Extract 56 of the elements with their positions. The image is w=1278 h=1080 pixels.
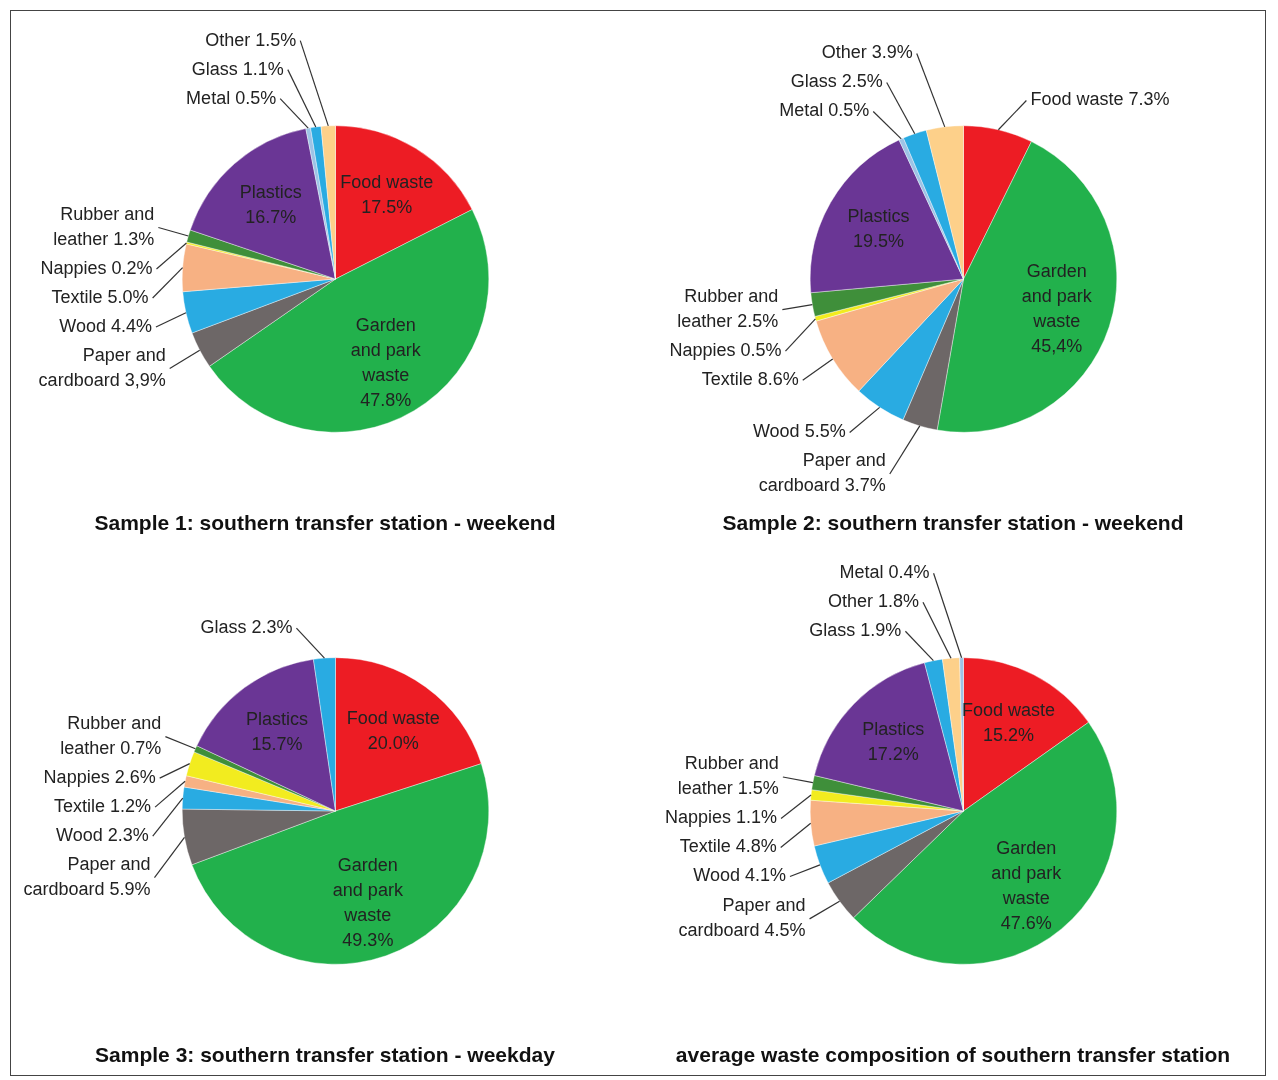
- text: Sample 1: southern transfer station - weekend: [93, 511, 557, 535]
- slice-label: Nappies 2.6%: [43, 767, 156, 788]
- text: Sample 3: southern transfer station - weekday: [94, 1043, 556, 1067]
- slice-label: Metal 0.5%: [186, 87, 277, 108]
- slice-label: Garden and park waste: [332, 855, 404, 926]
- data-label: 16.7%: [245, 206, 297, 227]
- slice-label: Food waste: [346, 708, 440, 729]
- slice-label: Paper and cardboard 3,9%: [38, 345, 166, 390]
- slice-label: Wood 5.5%: [752, 421, 846, 442]
- slice-label: Garden and park waste: [1021, 260, 1093, 331]
- slice-label: Glass 1.1%: [191, 58, 284, 79]
- slice-label: Other 1.8%: [827, 591, 919, 612]
- slice-label: Nappies 0.5%: [669, 340, 782, 361]
- text: average waste composition of southern transfer station: [674, 1043, 1232, 1067]
- text: Sample 2: southern transfer station - weekend: [721, 511, 1185, 535]
- slice-label: Rubber and leather 1.5%: [677, 753, 779, 799]
- slice-label: Garden and park waste: [350, 314, 422, 385]
- data-label: 49.3%: [342, 930, 394, 951]
- slice-label: Glass 2.3%: [200, 617, 293, 638]
- slice-label: Plastics: [862, 718, 925, 739]
- data-label: 45,4%: [1031, 335, 1083, 356]
- slice-label: Rubber and leather 2.5%: [677, 286, 779, 332]
- slice-label: Textile 1.2%: [54, 796, 152, 817]
- slice-label: Paper and cardboard 3.7%: [758, 450, 886, 496]
- slice-label: Textile 5.0%: [51, 287, 149, 307]
- slice-label: Nappies 1.1%: [664, 807, 778, 828]
- slice-label: Metal 0.4%: [839, 562, 930, 583]
- data-label: 15.2%: [983, 725, 1035, 746]
- slice-label: Wood 4.4%: [59, 316, 152, 336]
- slice-label: Wood 2.3%: [56, 825, 149, 846]
- data-label: 19.5%: [853, 231, 905, 252]
- slice-label: Food waste 7.3%: [1030, 89, 1170, 110]
- slice-label: Other 3.9%: [821, 42, 913, 63]
- slice-label: Textile 8.6%: [701, 369, 799, 390]
- slice-label: Rubber and leather 0.7%: [60, 713, 162, 759]
- slice-label: Nappies 0.2%: [40, 258, 153, 278]
- slice-label: Glass 2.5%: [790, 71, 883, 92]
- slice-label: Metal 0.5%: [779, 100, 870, 121]
- data-label: 17.5%: [361, 196, 413, 217]
- slice-label: Rubber and leather 1.3%: [53, 204, 155, 249]
- slice-label: Garden and park waste: [991, 837, 1063, 908]
- data-label: 47.8%: [360, 389, 412, 410]
- data-label: 15.7%: [251, 733, 303, 754]
- slice-label: Food waste: [340, 171, 434, 192]
- slice-label: Paper and cardboard 4.5%: [678, 895, 806, 941]
- slice-label: Plastics: [847, 206, 910, 227]
- slice-label: Other 1.5%: [205, 29, 297, 50]
- slice-label: Glass 1.9%: [809, 620, 902, 641]
- slice-label: Paper and cardboard 5.9%: [23, 854, 151, 900]
- slice-label: Plastics: [246, 708, 309, 729]
- data-label: 47.6%: [1000, 912, 1052, 933]
- slice-label: Wood 4.1%: [693, 865, 786, 886]
- data-label: 20.0%: [367, 733, 419, 754]
- slice-label: Textile 4.8%: [679, 836, 777, 857]
- data-label: 17.2%: [867, 743, 919, 764]
- slice-label: Plastics: [239, 181, 302, 202]
